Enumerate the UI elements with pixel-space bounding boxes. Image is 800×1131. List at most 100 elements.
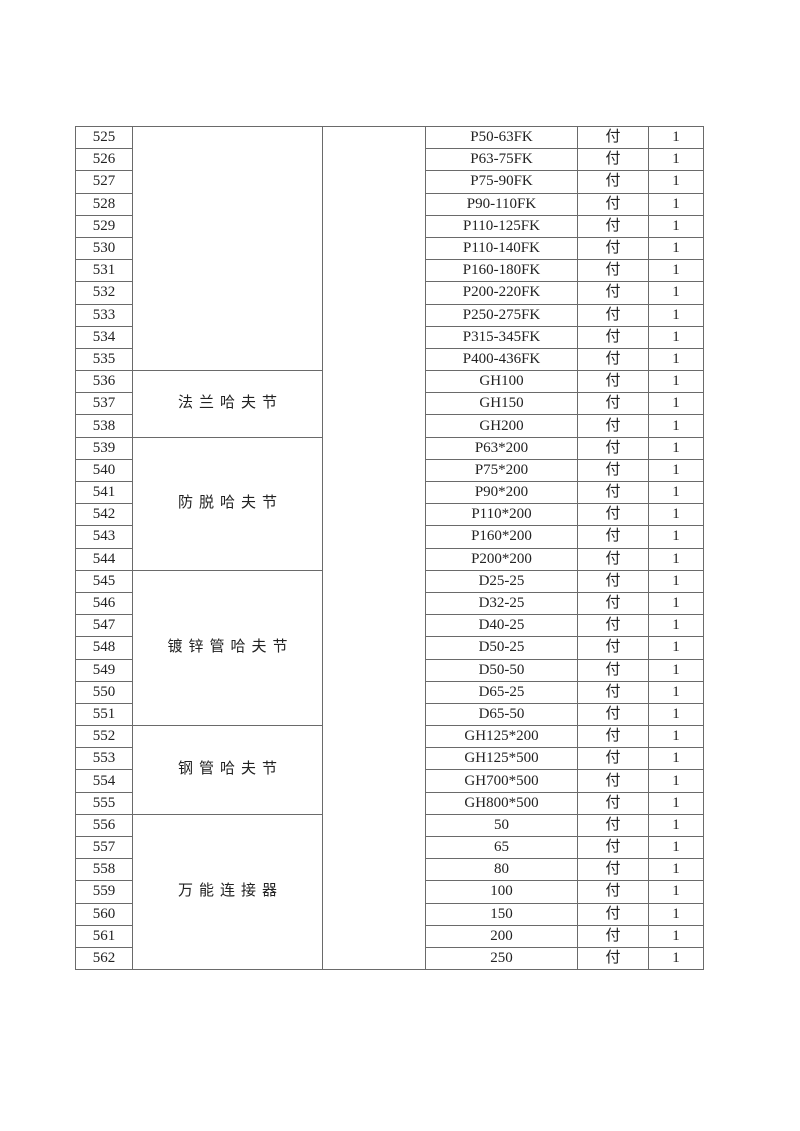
unit-cell: 付 <box>577 858 649 882</box>
table-row: 549 D50-50 付 1 <box>75 658 704 682</box>
table-row: 557 65 付 1 <box>75 835 704 860</box>
table-row: 554 GH700*500 付 1 <box>75 769 704 793</box>
row-number-cell: 537 <box>75 392 133 416</box>
qty-cell: 1 <box>648 325 704 349</box>
row-number-cell: 552 <box>75 725 133 749</box>
qty-cell: 1 <box>648 658 704 682</box>
table-row: 531 P160-180FK 付 1 <box>75 259 704 283</box>
row-number-cell: 548 <box>75 636 133 660</box>
qty-cell: 1 <box>648 858 704 882</box>
unit-cell: 付 <box>577 503 649 527</box>
qty-cell: 1 <box>648 725 704 749</box>
qty-cell: 1 <box>648 680 704 704</box>
unit-cell: 付 <box>577 303 649 327</box>
unit-cell: 付 <box>577 946 649 971</box>
qty-cell: 1 <box>648 259 704 283</box>
qty-cell: 1 <box>648 880 704 904</box>
spec-cell: D25-25 <box>425 569 578 593</box>
unit-cell: 付 <box>577 259 649 283</box>
spec-cell: D32-25 <box>425 591 578 616</box>
unit-cell: 付 <box>577 636 649 660</box>
qty-cell: 1 <box>648 236 704 261</box>
spec-cell: GH150 <box>425 392 578 416</box>
unit-cell: 付 <box>577 392 649 416</box>
spec-cell: P315-345FK <box>425 325 578 349</box>
row-number-cell: 551 <box>75 702 133 727</box>
qty-cell: 1 <box>648 170 704 194</box>
table-row: 560 150 付 1 <box>75 902 704 926</box>
table-row: 561 200 付 1 <box>75 924 704 948</box>
category-cell: 镀锌管哈夫节 <box>132 569 323 727</box>
qty-cell: 1 <box>648 747 704 771</box>
unit-cell: 付 <box>577 902 649 926</box>
unit-cell: 付 <box>577 236 649 261</box>
spec-cell: P400-436FK <box>425 347 578 372</box>
qty-cell: 1 <box>648 347 704 372</box>
unit-cell: 付 <box>577 281 649 305</box>
table-row: 544 P200*200 付 1 <box>75 547 704 571</box>
spec-cell: P110-140FK <box>425 236 578 261</box>
unit-cell: 付 <box>577 192 649 216</box>
unit-cell: 付 <box>577 835 649 860</box>
row-number-cell: 556 <box>75 813 133 838</box>
row-number-cell: 545 <box>75 569 133 593</box>
unit-cell: 付 <box>577 125 649 150</box>
table-row: 526 P63-75FK 付 1 <box>75 148 704 172</box>
unit-cell: 付 <box>577 725 649 749</box>
spec-cell: P90-110FK <box>425 192 578 216</box>
table-row: 536 法兰哈夫节 GH100 付 1 <box>75 370 704 438</box>
qty-cell: 1 <box>648 924 704 948</box>
row-number-cell: 562 <box>75 946 133 971</box>
spec-cell: D65-25 <box>425 680 578 704</box>
qty-cell: 1 <box>648 702 704 727</box>
row-number-cell: 542 <box>75 503 133 527</box>
parts-table-body: 525 P50-63FK 付 1 526 P63-75FK 付 1 527 P75-90FK 付 1 5… <box>75 125 704 971</box>
row-number-cell: 534 <box>75 325 133 349</box>
row-number-cell: 536 <box>75 370 133 394</box>
table-row: 534 P315-345FK 付 1 <box>75 325 704 349</box>
row-number-cell: 529 <box>75 214 133 238</box>
unit-cell: 付 <box>577 769 649 793</box>
qty-cell: 1 <box>648 503 704 527</box>
row-number-cell: 533 <box>75 303 133 327</box>
qty-cell: 1 <box>648 125 704 150</box>
unit-cell: 付 <box>577 569 649 593</box>
row-number-cell: 528 <box>75 192 133 216</box>
spec-cell: P160*200 <box>425 525 578 549</box>
table-row: 539 防脱哈夫节 P63*200 付 1 <box>75 436 704 571</box>
spec-cell: D40-25 <box>425 614 578 638</box>
category-cell: 防脱哈夫节 <box>132 436 323 571</box>
unit-cell: 付 <box>577 614 649 638</box>
spec-cell: 150 <box>425 902 578 926</box>
spec-cell: 80 <box>425 858 578 882</box>
spec-cell: P110*200 <box>425 503 578 527</box>
spec-cell: P90*200 <box>425 480 578 505</box>
spec-cell: P160-180FK <box>425 259 578 283</box>
spec-cell: 100 <box>425 880 578 904</box>
qty-cell: 1 <box>648 614 704 638</box>
row-number-cell: 541 <box>75 480 133 505</box>
qty-cell: 1 <box>648 525 704 549</box>
row-number-cell: 538 <box>75 414 133 438</box>
row-number-cell: 540 <box>75 458 133 483</box>
row-number-cell: 527 <box>75 170 133 194</box>
spec-cell: P200-220FK <box>425 281 578 305</box>
qty-cell: 1 <box>648 414 704 438</box>
table-row: 540 P75*200 付 1 <box>75 458 704 483</box>
table-row: 555 GH800*500 付 1 <box>75 791 704 815</box>
row-number-cell: 532 <box>75 281 133 305</box>
row-number-cell: 555 <box>75 791 133 815</box>
qty-cell: 1 <box>648 370 704 394</box>
unit-cell: 付 <box>577 325 649 349</box>
spec-cell: P75-90FK <box>425 170 578 194</box>
unit-cell: 付 <box>577 370 649 394</box>
row-number-cell: 526 <box>75 148 133 172</box>
unit-cell: 付 <box>577 591 649 616</box>
category-cell: 法兰哈夫节 <box>132 370 323 438</box>
table-row: 562 250 付 1 <box>75 946 704 971</box>
unit-cell: 付 <box>577 813 649 838</box>
unit-cell: 付 <box>577 924 649 948</box>
unit-cell: 付 <box>577 148 649 172</box>
spec-cell: 50 <box>425 813 578 838</box>
spec-cell: P250-275FK <box>425 303 578 327</box>
